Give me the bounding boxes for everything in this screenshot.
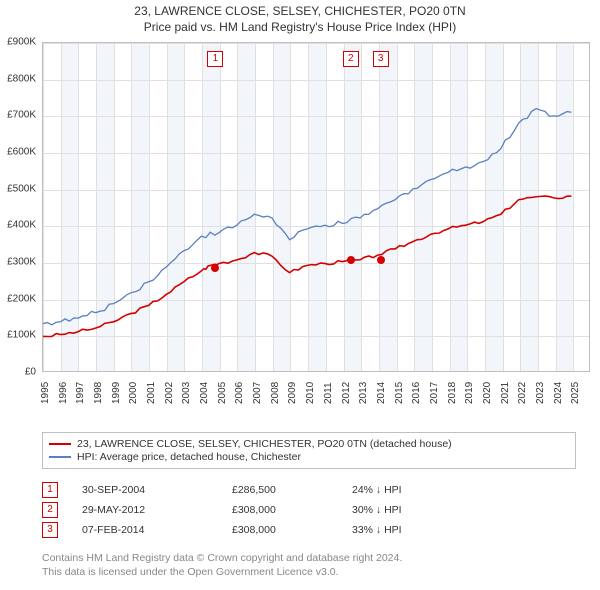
x-tick-label: 2001: [146, 382, 157, 404]
y-tick-label: £400K: [7, 220, 36, 231]
x-tick-label: 2010: [305, 382, 316, 404]
x-tick-label: 2019: [464, 382, 475, 404]
x-tick-label: 2025: [570, 382, 581, 404]
marker-price: £308,000: [232, 504, 352, 516]
marker-date: 07-FEB-2014: [82, 524, 232, 536]
x-tick-label: 2021: [500, 382, 511, 404]
legend: 23, LAWRENCE CLOSE, SELSEY, CHICHESTER, …: [42, 432, 576, 469]
y-axis-labels: £0£100K£200K£300K£400K£500K£600K£700K£80…: [0, 42, 40, 372]
x-tick-label: 2006: [234, 382, 245, 404]
legend-row: HPI: Average price, detached house, Chic…: [49, 451, 569, 463]
x-tick-label: 1995: [40, 382, 51, 404]
y-tick-label: £200K: [7, 293, 36, 304]
x-tick-label: 2007: [252, 382, 263, 404]
chart-area: 1 23: [42, 42, 590, 412]
x-tick-label: 2024: [553, 382, 564, 404]
x-tick-label: 2005: [217, 382, 228, 404]
marker-number: 3: [42, 522, 58, 538]
footer-line2: This data is licensed under the Open Gov…: [42, 566, 576, 580]
y-tick-label: £500K: [7, 183, 36, 194]
marker-pct: 30% ↓ HPI: [352, 504, 576, 516]
markers-table: 1 30-SEP-2004£286,50024% ↓ HPI 2 29-MAY-201…: [42, 478, 576, 542]
y-tick-label: £300K: [7, 257, 36, 268]
legend-row: 23, LAWRENCE CLOSE, SELSEY, CHICHESTER, …: [49, 438, 569, 450]
x-tick-label: 1998: [93, 382, 104, 404]
series-svg: [43, 43, 589, 371]
footer-line1: Contains HM Land Registry data © Crown c…: [42, 552, 576, 566]
marker-flag: 3: [373, 51, 389, 67]
x-tick-label: 2012: [341, 382, 352, 404]
marker-date: 29-MAY-2012: [82, 504, 232, 516]
x-tick-label: 2014: [376, 382, 387, 404]
x-tick-label: 2011: [323, 382, 334, 404]
y-tick-label: £800K: [7, 73, 36, 84]
x-tick-label: 2013: [358, 382, 369, 404]
marker-date: 30-SEP-2004: [82, 484, 232, 496]
x-tick-label: 2002: [164, 382, 175, 404]
y-tick-label: £0: [25, 367, 36, 378]
x-tick-label: 1997: [75, 382, 86, 404]
chart-title-line1: 23, LAWRENCE CLOSE, SELSEY, CHICHESTER, …: [0, 4, 600, 18]
series-line: [43, 109, 571, 325]
x-tick-label: 2023: [535, 382, 546, 404]
y-tick-label: £900K: [7, 37, 36, 48]
marker-price: £286,500: [232, 484, 352, 496]
y-tick-label: £700K: [7, 110, 36, 121]
footer: Contains HM Land Registry data © Crown c…: [42, 552, 576, 579]
marker-pct: 24% ↓ HPI: [352, 484, 576, 496]
chart-title-line2: Price paid vs. HM Land Registry's House …: [0, 20, 600, 34]
legend-label: HPI: Average price, detached house, Chic…: [77, 451, 301, 463]
price-point: [347, 256, 355, 264]
marker-flag: 2: [343, 51, 359, 67]
x-tick-label: 2017: [429, 382, 440, 404]
series-line: [43, 196, 571, 336]
marker-number: 1: [42, 482, 58, 498]
x-tick-label: 2016: [411, 382, 422, 404]
x-tick-label: 1999: [111, 382, 122, 404]
x-tick-label: 2008: [270, 382, 281, 404]
price-point: [377, 256, 385, 264]
marker-row: 2 29-MAY-2012£308,00030% ↓ HPI: [42, 502, 576, 518]
legend-swatch: [49, 456, 71, 458]
plot: 1 23: [42, 42, 590, 372]
marker-price: £308,000: [232, 524, 352, 536]
x-tick-label: 2003: [181, 382, 192, 404]
price-point: [211, 264, 219, 272]
x-tick-label: 2015: [394, 382, 405, 404]
y-tick-label: £100K: [7, 330, 36, 341]
legend-label: 23, LAWRENCE CLOSE, SELSEY, CHICHESTER, …: [77, 438, 452, 450]
marker-flag: 1: [207, 51, 223, 67]
x-tick-label: 2018: [447, 382, 458, 404]
y-tick-label: £600K: [7, 147, 36, 158]
marker-row: 3 07-FEB-2014£308,00033% ↓ HPI: [42, 522, 576, 538]
x-tick-label: 2004: [199, 382, 210, 404]
x-tick-label: 2009: [287, 382, 298, 404]
marker-pct: 33% ↓ HPI: [352, 524, 576, 536]
marker-row: 1 30-SEP-2004£286,50024% ↓ HPI: [42, 482, 576, 498]
x-tick-label: 2000: [128, 382, 139, 404]
x-axis-labels: 1995 1996 1997 1998 1999 2000 2001 2002 2003 2004…: [42, 374, 590, 414]
marker-number: 2: [42, 502, 58, 518]
x-tick-label: 2022: [517, 382, 528, 404]
x-tick-label: 1996: [58, 382, 69, 404]
legend-swatch: [49, 443, 71, 445]
x-tick-label: 2020: [482, 382, 493, 404]
